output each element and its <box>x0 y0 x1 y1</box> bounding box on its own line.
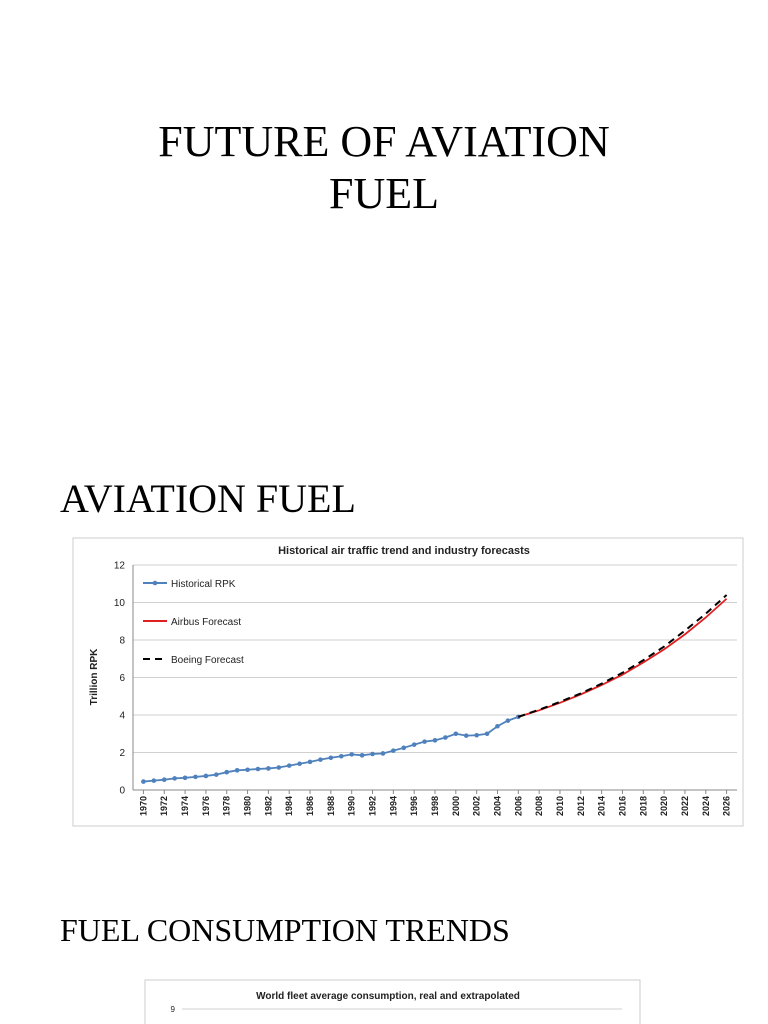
x-tick-label: 2002 <box>472 796 482 816</box>
point <box>505 718 511 723</box>
x-tick-label: 2020 <box>659 796 669 816</box>
legend-label: Historical RPK <box>171 579 236 590</box>
y-axis-label: Trillion RPK <box>89 648 100 705</box>
x-tick-label: 2004 <box>492 796 502 816</box>
point <box>286 763 292 768</box>
point <box>224 769 230 775</box>
point <box>411 742 417 747</box>
x-tick-label: 1992 <box>368 796 378 816</box>
y-tick-label: 6 <box>119 673 125 684</box>
point <box>172 776 177 781</box>
chart-title: Historical air traffic trend and industr… <box>278 545 530 557</box>
point <box>463 733 469 738</box>
point <box>474 732 479 738</box>
chart-title: World fleet average consumption, real an… <box>256 991 520 1002</box>
legend-marker <box>152 580 158 586</box>
point <box>193 774 198 780</box>
point <box>161 777 167 782</box>
x-tick-label: 1998 <box>430 796 440 816</box>
x-tick-label: 2026 <box>722 796 732 816</box>
legend-label: Airbus Forecast <box>171 617 241 628</box>
point <box>401 745 407 751</box>
x-tick-label: 2024 <box>701 796 711 816</box>
point <box>422 739 427 744</box>
point <box>349 752 354 757</box>
point <box>297 761 302 767</box>
point <box>370 751 375 757</box>
x-tick-label: 1976 <box>201 796 211 816</box>
point <box>443 735 448 740</box>
point <box>391 748 396 753</box>
x-tick-label: 1970 <box>138 796 148 816</box>
x-tick-label: 2000 <box>451 796 461 816</box>
x-tick-label: 1984 <box>284 796 294 816</box>
y-tick-label: 4 <box>119 711 125 722</box>
x-tick-label: 1974 <box>180 796 190 816</box>
x-tick-label: 1978 <box>222 796 232 816</box>
point <box>307 759 313 765</box>
x-tick-label: 2012 <box>576 796 586 816</box>
point <box>234 768 240 773</box>
x-tick-label: 2008 <box>534 796 544 816</box>
y-tick-label: 8 <box>119 636 125 647</box>
x-tick-label: 1994 <box>388 796 398 816</box>
point <box>495 723 500 729</box>
y-tick-label: 0 <box>119 786 125 797</box>
point <box>453 731 459 737</box>
point <box>338 753 344 759</box>
x-tick-label: 2010 <box>555 796 565 816</box>
x-tick-label: 1972 <box>159 796 169 816</box>
point <box>432 738 438 743</box>
section-heading: FUEL CONSUMPTION TRENDS <box>60 912 510 948</box>
series-line <box>517 594 728 718</box>
point <box>151 778 157 783</box>
point <box>266 766 271 771</box>
x-tick-label: 1982 <box>263 796 273 816</box>
y-tick-label: 9 <box>171 1005 176 1014</box>
x-tick-label: 1986 <box>305 796 315 816</box>
point <box>245 767 250 773</box>
x-tick-label: 2018 <box>638 796 648 816</box>
point <box>318 757 323 762</box>
y-tick-label: 2 <box>119 748 125 759</box>
point <box>359 753 365 758</box>
point <box>276 765 282 770</box>
point <box>255 766 261 772</box>
x-tick-label: 2016 <box>617 796 627 816</box>
y-tick-label: 12 <box>114 561 126 572</box>
point <box>141 779 146 784</box>
x-tick-label: 1990 <box>347 796 357 816</box>
chart-frame <box>144 979 641 1024</box>
point <box>484 731 490 737</box>
point <box>380 751 386 756</box>
title-line: FUEL <box>329 169 439 218</box>
point <box>182 775 188 781</box>
point <box>203 773 209 779</box>
title-line: FUTURE OF AVIATION <box>158 117 609 166</box>
point <box>214 772 219 777</box>
x-tick-label: 1980 <box>243 796 253 816</box>
x-tick-label: 2014 <box>597 796 607 816</box>
x-tick-label: 1996 <box>409 796 419 816</box>
y-tick-label: 10 <box>114 598 126 609</box>
legend-label: Boeing Forecast <box>171 655 244 666</box>
x-tick-label: 1988 <box>326 796 336 816</box>
point <box>328 755 334 761</box>
x-tick-label: 2006 <box>513 796 523 816</box>
x-tick-label: 2022 <box>680 796 690 816</box>
section-heading: AVIATION FUEL <box>60 476 356 521</box>
